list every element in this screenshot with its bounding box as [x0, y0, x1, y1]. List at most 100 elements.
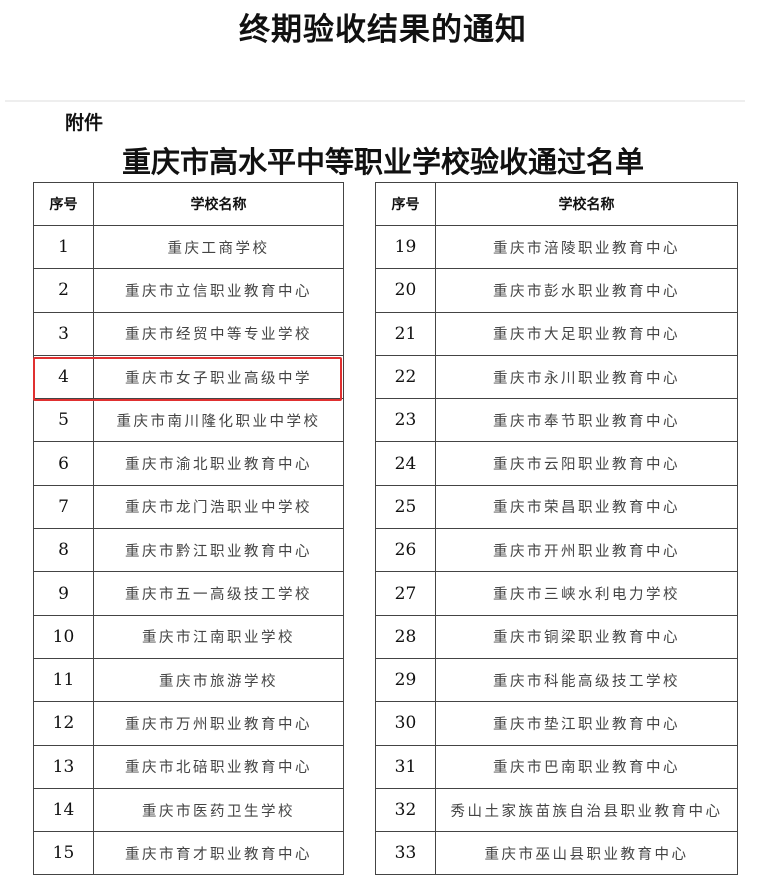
- row-school-name: 重庆市渝北职业教育中心: [93, 441, 344, 486]
- table-row: 25 重庆市荣昌职业教育中心: [375, 484, 738, 530]
- row-school-name: 重庆市彭水职业教育中心: [435, 268, 738, 313]
- row-school-name: 重庆市女子职业高级中学: [93, 354, 344, 400]
- row-seq: 20: [375, 268, 436, 313]
- row-seq: 7: [33, 484, 94, 530]
- row-school-name: 重庆市荣昌职业教育中心: [435, 484, 738, 530]
- row-school-name: 重庆市北碚职业教育中心: [93, 744, 344, 789]
- table-header: 序号 学校名称: [33, 182, 344, 226]
- row-seq: 19: [375, 224, 436, 270]
- school-table-right: 序号 学校名称 19 重庆市涪陵职业教育中心 20 重庆市彭水职业教育中心 21 重庆市大…: [375, 182, 738, 876]
- row-seq: 14: [33, 787, 94, 833]
- row-seq: 22: [375, 354, 436, 400]
- table-row: 26 重庆市开州职业教育中心: [375, 528, 738, 573]
- table-row: 4 重庆市女子职业高级中学: [33, 354, 344, 400]
- table-row: 7 重庆市龙门浩职业中学校: [33, 484, 344, 530]
- table-row: 31 重庆市巴南职业教育中心: [375, 744, 738, 789]
- row-school-name: 重庆市育才职业教育中心: [93, 831, 344, 876]
- row-school-name: 重庆市垫江职业教育中心: [435, 701, 738, 746]
- table-row: 19 重庆市涪陵职业教育中心: [375, 224, 738, 270]
- row-seq: 32: [375, 787, 436, 833]
- table-row: 5 重庆市南川隆化职业中学校: [33, 398, 344, 443]
- row-seq: 12: [33, 701, 94, 746]
- row-school-name: 重庆市旅游学校: [93, 657, 344, 703]
- table-row: 10 重庆市江南职业学校: [33, 614, 344, 659]
- row-school-name: 重庆工商学校: [93, 224, 344, 270]
- row-seq: 13: [33, 744, 94, 789]
- row-seq: 5: [33, 398, 94, 443]
- row-seq: 15: [33, 831, 94, 876]
- table-row: 28 重庆市铜梁职业教育中心: [375, 614, 738, 659]
- table-row: 27 重庆市三峡水利电力学校: [375, 571, 738, 616]
- row-seq: 4: [33, 354, 94, 400]
- row-school-name: 重庆市大足职业教育中心: [435, 311, 738, 356]
- row-school-name: 重庆市黔江职业教育中心: [93, 528, 344, 573]
- table-row: 1 重庆工商学校: [33, 224, 344, 270]
- table-row: 6 重庆市渝北职业教育中心: [33, 441, 344, 486]
- table-row: 23 重庆市奉节职业教育中心: [375, 398, 738, 443]
- row-seq: 28: [375, 614, 436, 659]
- row-school-name: 重庆市巫山县职业教育中心: [435, 831, 738, 876]
- row-school-name: 重庆市三峡水利电力学校: [435, 571, 738, 616]
- row-school-name: 重庆市万州职业教育中心: [93, 701, 344, 746]
- table-row: 14 重庆市医药卫生学校: [33, 787, 344, 833]
- row-school-name: 重庆市巴南职业教育中心: [435, 744, 738, 789]
- row-school-name: 重庆市江南职业学校: [93, 614, 344, 659]
- row-school-name: 重庆市涪陵职业教育中心: [435, 224, 738, 270]
- row-school-name: 重庆市科能高级技工学校: [435, 657, 738, 703]
- table-row: 12 重庆市万州职业教育中心: [33, 701, 344, 746]
- table-row: 22 重庆市永川职业教育中心: [375, 354, 738, 400]
- row-school-name: 重庆市医药卫生学校: [93, 787, 344, 833]
- row-school-name: 重庆市铜梁职业教育中心: [435, 614, 738, 659]
- table-row: 29 重庆市科能高级技工学校: [375, 657, 738, 703]
- table-row: 9 重庆市五一高级技工学校: [33, 571, 344, 616]
- table-row: 33 重庆市巫山县职业教育中心: [375, 831, 738, 876]
- row-school-name: 重庆市奉节职业教育中心: [435, 398, 738, 443]
- row-school-name: 重庆市龙门浩职业中学校: [93, 484, 344, 530]
- row-seq: 26: [375, 528, 436, 573]
- table-row: 11 重庆市旅游学校: [33, 657, 344, 703]
- table-row: 2 重庆市立信职业教育中心: [33, 268, 344, 313]
- row-school-name: 重庆市云阳职业教育中心: [435, 441, 738, 486]
- row-seq: 27: [375, 571, 436, 616]
- row-seq: 24: [375, 441, 436, 486]
- header-seq: 序号: [375, 182, 436, 226]
- row-seq: 1: [33, 224, 94, 270]
- table-row: 3 重庆市经贸中等专业学校: [33, 311, 344, 356]
- table-row: 21 重庆市大足职业教育中心: [375, 311, 738, 356]
- table-row: 20 重庆市彭水职业教育中心: [375, 268, 738, 313]
- table-row: 15 重庆市育才职业教育中心: [33, 831, 344, 876]
- row-school-name: 重庆市永川职业教育中心: [435, 354, 738, 400]
- row-school-name: 重庆市立信职业教育中心: [93, 268, 344, 313]
- row-seq: 2: [33, 268, 94, 313]
- table-row: 30 重庆市垫江职业教育中心: [375, 701, 738, 746]
- notice-title: 终期验收结果的通知: [239, 12, 527, 48]
- row-seq: 21: [375, 311, 436, 356]
- table-row: 32 秀山土家族苗族自治县职业教育中心: [375, 787, 738, 833]
- list-title: 重庆市高水平中等职业学校验收通过名单: [121, 145, 644, 179]
- school-table-left: 序号 学校名称 1 重庆工商学校 2 重庆市立信职业教育中心 3 重庆市经贸中等专业学校 4…: [33, 182, 344, 876]
- table-row: 8 重庆市黔江职业教育中心: [33, 528, 344, 573]
- row-seq: 9: [33, 571, 94, 616]
- row-school-name: 重庆市五一高级技工学校: [93, 571, 344, 616]
- row-seq: 11: [33, 657, 94, 703]
- table-row: 24 重庆市云阳职业教育中心: [375, 441, 738, 486]
- row-school-name: 重庆市经贸中等专业学校: [93, 311, 344, 356]
- row-seq: 3: [33, 311, 94, 356]
- row-seq: 10: [33, 614, 94, 659]
- row-seq: 8: [33, 528, 94, 573]
- row-seq: 23: [375, 398, 436, 443]
- divider: [5, 100, 745, 102]
- attachment-label: 附件: [65, 112, 104, 134]
- row-seq: 33: [375, 831, 436, 876]
- row-seq: 30: [375, 701, 436, 746]
- row-school-name: 秀山土家族苗族自治县职业教育中心: [435, 787, 738, 833]
- row-school-name: 重庆市开州职业教育中心: [435, 528, 738, 573]
- header-seq: 序号: [33, 182, 94, 226]
- row-seq: 29: [375, 657, 436, 703]
- header-name: 学校名称: [435, 182, 738, 226]
- header-name: 学校名称: [93, 182, 344, 226]
- row-school-name: 重庆市南川隆化职业中学校: [93, 398, 344, 443]
- table-row: 13 重庆市北碚职业教育中心: [33, 744, 344, 789]
- row-seq: 31: [375, 744, 436, 789]
- row-seq: 6: [33, 441, 94, 486]
